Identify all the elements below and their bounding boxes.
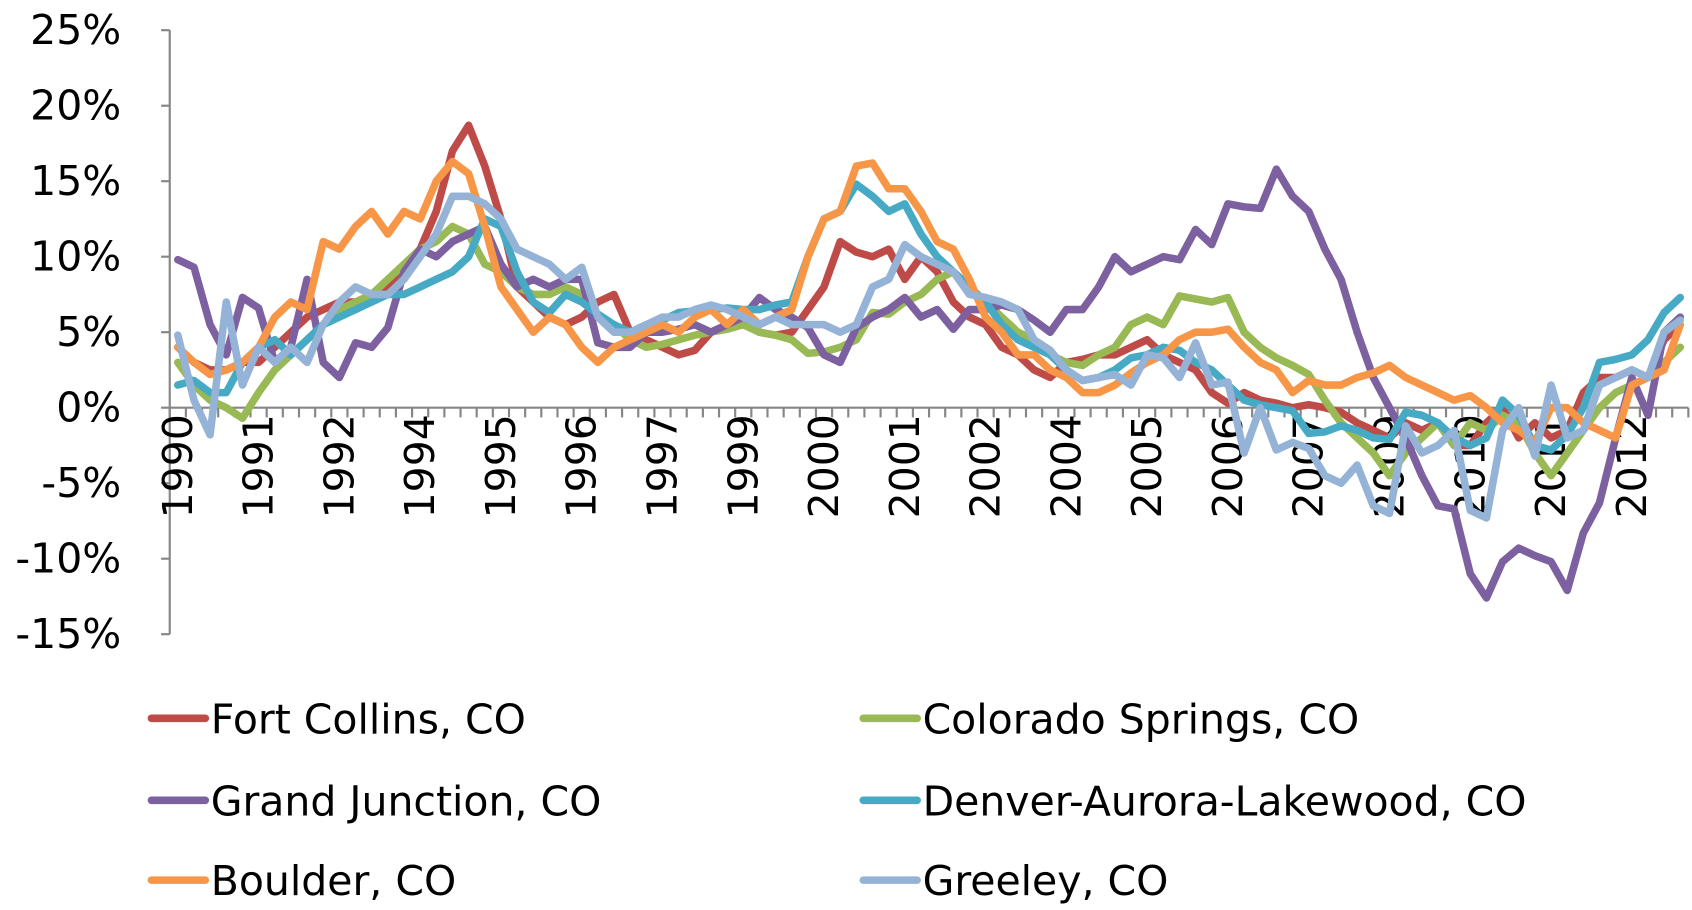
series-line — [174, 157, 1685, 447]
y-tick-label: -15% — [15, 610, 121, 658]
series-line — [174, 180, 1685, 454]
legend-label: Boulder, CO — [211, 857, 456, 905]
y-tick-label: 15% — [30, 157, 121, 205]
legend-label: Fort Collins, CO — [211, 695, 526, 743]
y-tick-label: 0% — [56, 384, 121, 432]
x-tick-label: 1992 — [315, 414, 363, 518]
legend-label: Denver-Aurora-Lakewood, CO — [923, 777, 1527, 825]
x-tick-label: 1995 — [477, 414, 525, 518]
x-tick-label: 2001 — [881, 414, 929, 518]
y-tick-label: -10% — [15, 535, 121, 583]
y-tick-label: 25% — [30, 6, 121, 54]
y-tick-label: -5% — [41, 459, 121, 507]
series-line — [174, 165, 1685, 602]
x-tick-label: 2005 — [1123, 414, 1171, 518]
legend-label: Greeley, CO — [923, 857, 1169, 905]
y-tick-label: 10% — [30, 233, 121, 281]
x-tick-label: 2002 — [962, 414, 1010, 518]
x-tick-label: 1997 — [639, 414, 687, 518]
legend-label: Colorado Springs, CO — [923, 695, 1360, 743]
series-line — [174, 192, 1685, 522]
x-tick-label: 2006 — [1204, 414, 1252, 518]
y-tick-label: 20% — [30, 82, 121, 130]
y-tick-label: 5% — [56, 308, 121, 356]
x-tick-label: 1990 — [154, 414, 202, 518]
x-tick-label: 1996 — [558, 414, 606, 518]
x-tick-label: 2004 — [1042, 414, 1090, 518]
legend-label: Grand Junction, CO — [211, 777, 602, 825]
x-tick-label: 1994 — [396, 414, 444, 518]
x-tick-label: 1991 — [235, 414, 283, 518]
x-tick-label: 1999 — [719, 414, 767, 518]
x-tick-label: 2000 — [800, 414, 848, 518]
